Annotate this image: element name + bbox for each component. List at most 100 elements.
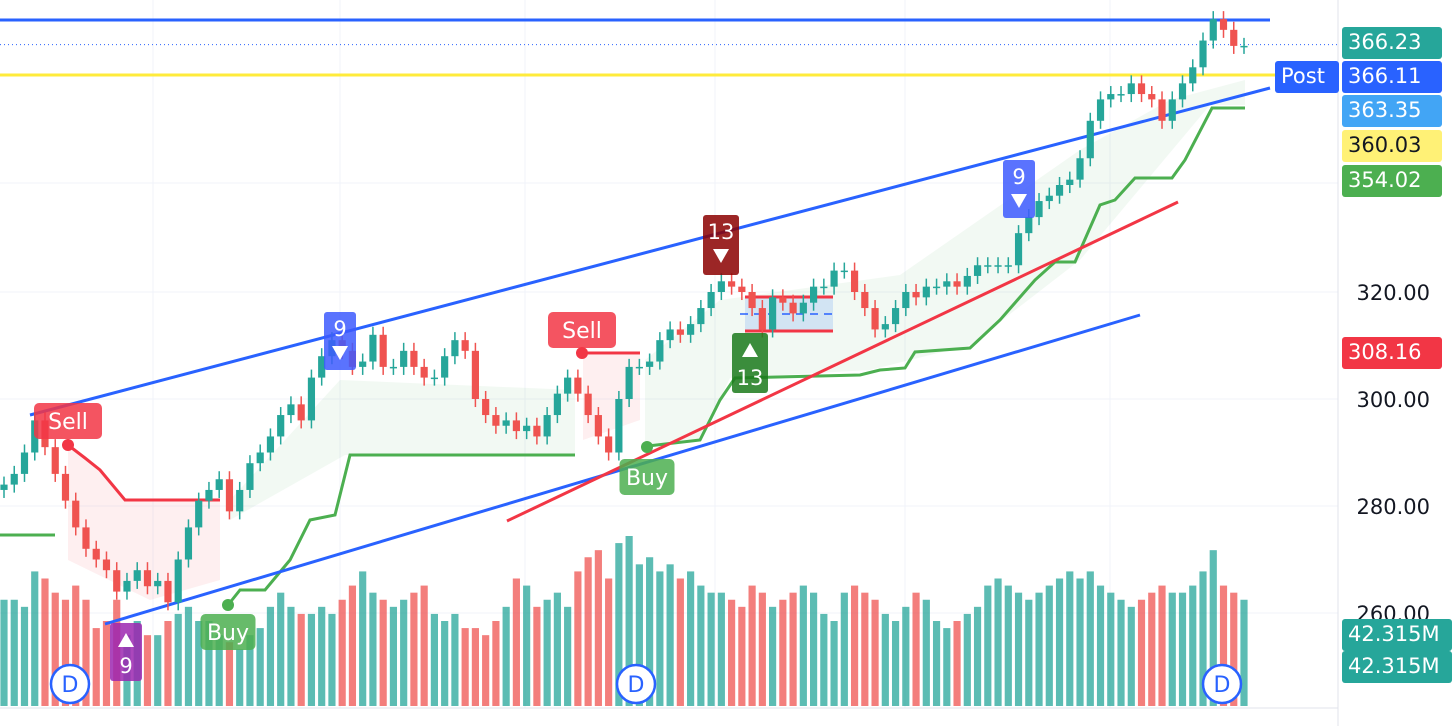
gridlines (0, 0, 1339, 726)
candle-body (379, 334, 387, 367)
volume-bar (338, 599, 346, 706)
candle-body (615, 399, 623, 453)
candle-body (871, 308, 879, 330)
candle-body (1209, 19, 1217, 41)
volume-bar (92, 628, 100, 706)
volume-bar (840, 592, 848, 706)
candle-body (1168, 99, 1176, 121)
volume-bar (902, 606, 910, 706)
candle-body (482, 399, 490, 416)
candle-body (861, 292, 869, 309)
volume-bar (1127, 606, 1135, 706)
candle-body (61, 473, 70, 501)
candle-body (1117, 94, 1125, 96)
candle-body (553, 393, 561, 416)
volume-bar (195, 621, 203, 706)
volume-bar (51, 592, 59, 706)
signal-label: Sell (48, 410, 88, 435)
candle-body (502, 420, 510, 426)
volume-bar (922, 599, 930, 706)
candle-body (389, 366, 398, 369)
volume-bar (184, 606, 193, 706)
volume-bar (1025, 599, 1033, 706)
candle-body (0, 484, 8, 490)
volume-bar (687, 571, 695, 706)
candle-body (1014, 233, 1023, 266)
candle-body (318, 356, 326, 378)
candle-body (10, 473, 18, 485)
signal-dot (641, 441, 653, 453)
volume-bar (369, 592, 377, 706)
volume-bar (72, 585, 80, 706)
candle-body (912, 292, 920, 298)
volume-bar (143, 635, 152, 706)
y-tick-label: 320.00 (1357, 281, 1430, 305)
td-sequential-marker: 9 (1003, 160, 1035, 218)
signal-dot (222, 599, 234, 611)
volume-bar (1055, 578, 1064, 706)
td-badge (732, 333, 768, 393)
candle-body (584, 393, 592, 416)
candle-body (1219, 19, 1228, 30)
td-badge (324, 312, 356, 370)
volume-bar (348, 585, 357, 706)
volume-bar (471, 628, 479, 706)
signal-dot (62, 439, 74, 451)
volume-bar (1014, 592, 1023, 706)
candle-body (605, 436, 613, 453)
dividend-marker: D (49, 663, 91, 705)
candle-body (1025, 217, 1033, 234)
candle-body (102, 559, 111, 571)
triangle-down-icon (1011, 194, 1027, 208)
candle-body (307, 377, 316, 421)
supertrend-line-buy (226, 453, 575, 606)
candle-body (656, 340, 664, 362)
volume-bar (1209, 550, 1217, 706)
volume-bar (810, 592, 818, 706)
volume-bar (461, 628, 469, 706)
volume-bar (994, 578, 1002, 706)
candle-body (1178, 83, 1187, 100)
candle-body (1127, 83, 1135, 95)
candle-body (1086, 120, 1094, 159)
candle-body (20, 452, 29, 474)
td-sequential-marker: 9 (324, 312, 356, 370)
candle-body (92, 548, 100, 560)
volume-bar (256, 628, 264, 706)
candle-body (369, 334, 377, 362)
candle-body (1189, 67, 1197, 84)
signal-fills (68, 80, 1245, 600)
candle-body (123, 580, 131, 592)
td-count-label: 13 (708, 220, 735, 244)
candle-body (1076, 158, 1084, 180)
volume-bar (1240, 599, 1248, 706)
volume-bar (543, 599, 551, 706)
dividend-circle (1201, 663, 1243, 705)
volume-bar (1189, 585, 1197, 706)
candle-body (810, 286, 818, 303)
volume-bar (61, 599, 70, 706)
candle-body (51, 447, 59, 474)
candle-body (359, 361, 367, 367)
volume-bar (1137, 599, 1146, 706)
candle-body (1004, 265, 1012, 267)
volume-bar (984, 585, 992, 706)
channel-upper-line (29, 86, 1271, 417)
red-trend-line (506, 200, 1179, 523)
signal-label: Buy (207, 621, 249, 646)
volume-bar (451, 613, 459, 706)
candle-body (1096, 99, 1105, 121)
candle-body (205, 489, 213, 501)
volume-bar (533, 606, 541, 706)
volume-bar (307, 613, 316, 706)
volume-bar (82, 599, 90, 706)
candle-body (820, 286, 828, 289)
volume-bar (891, 621, 900, 706)
volume-bar (328, 613, 336, 706)
candle-body (789, 302, 797, 314)
volume-bar (502, 606, 510, 706)
candle-body (564, 377, 572, 394)
signal-label: Buy (626, 466, 668, 491)
volume-bar (236, 649, 244, 706)
